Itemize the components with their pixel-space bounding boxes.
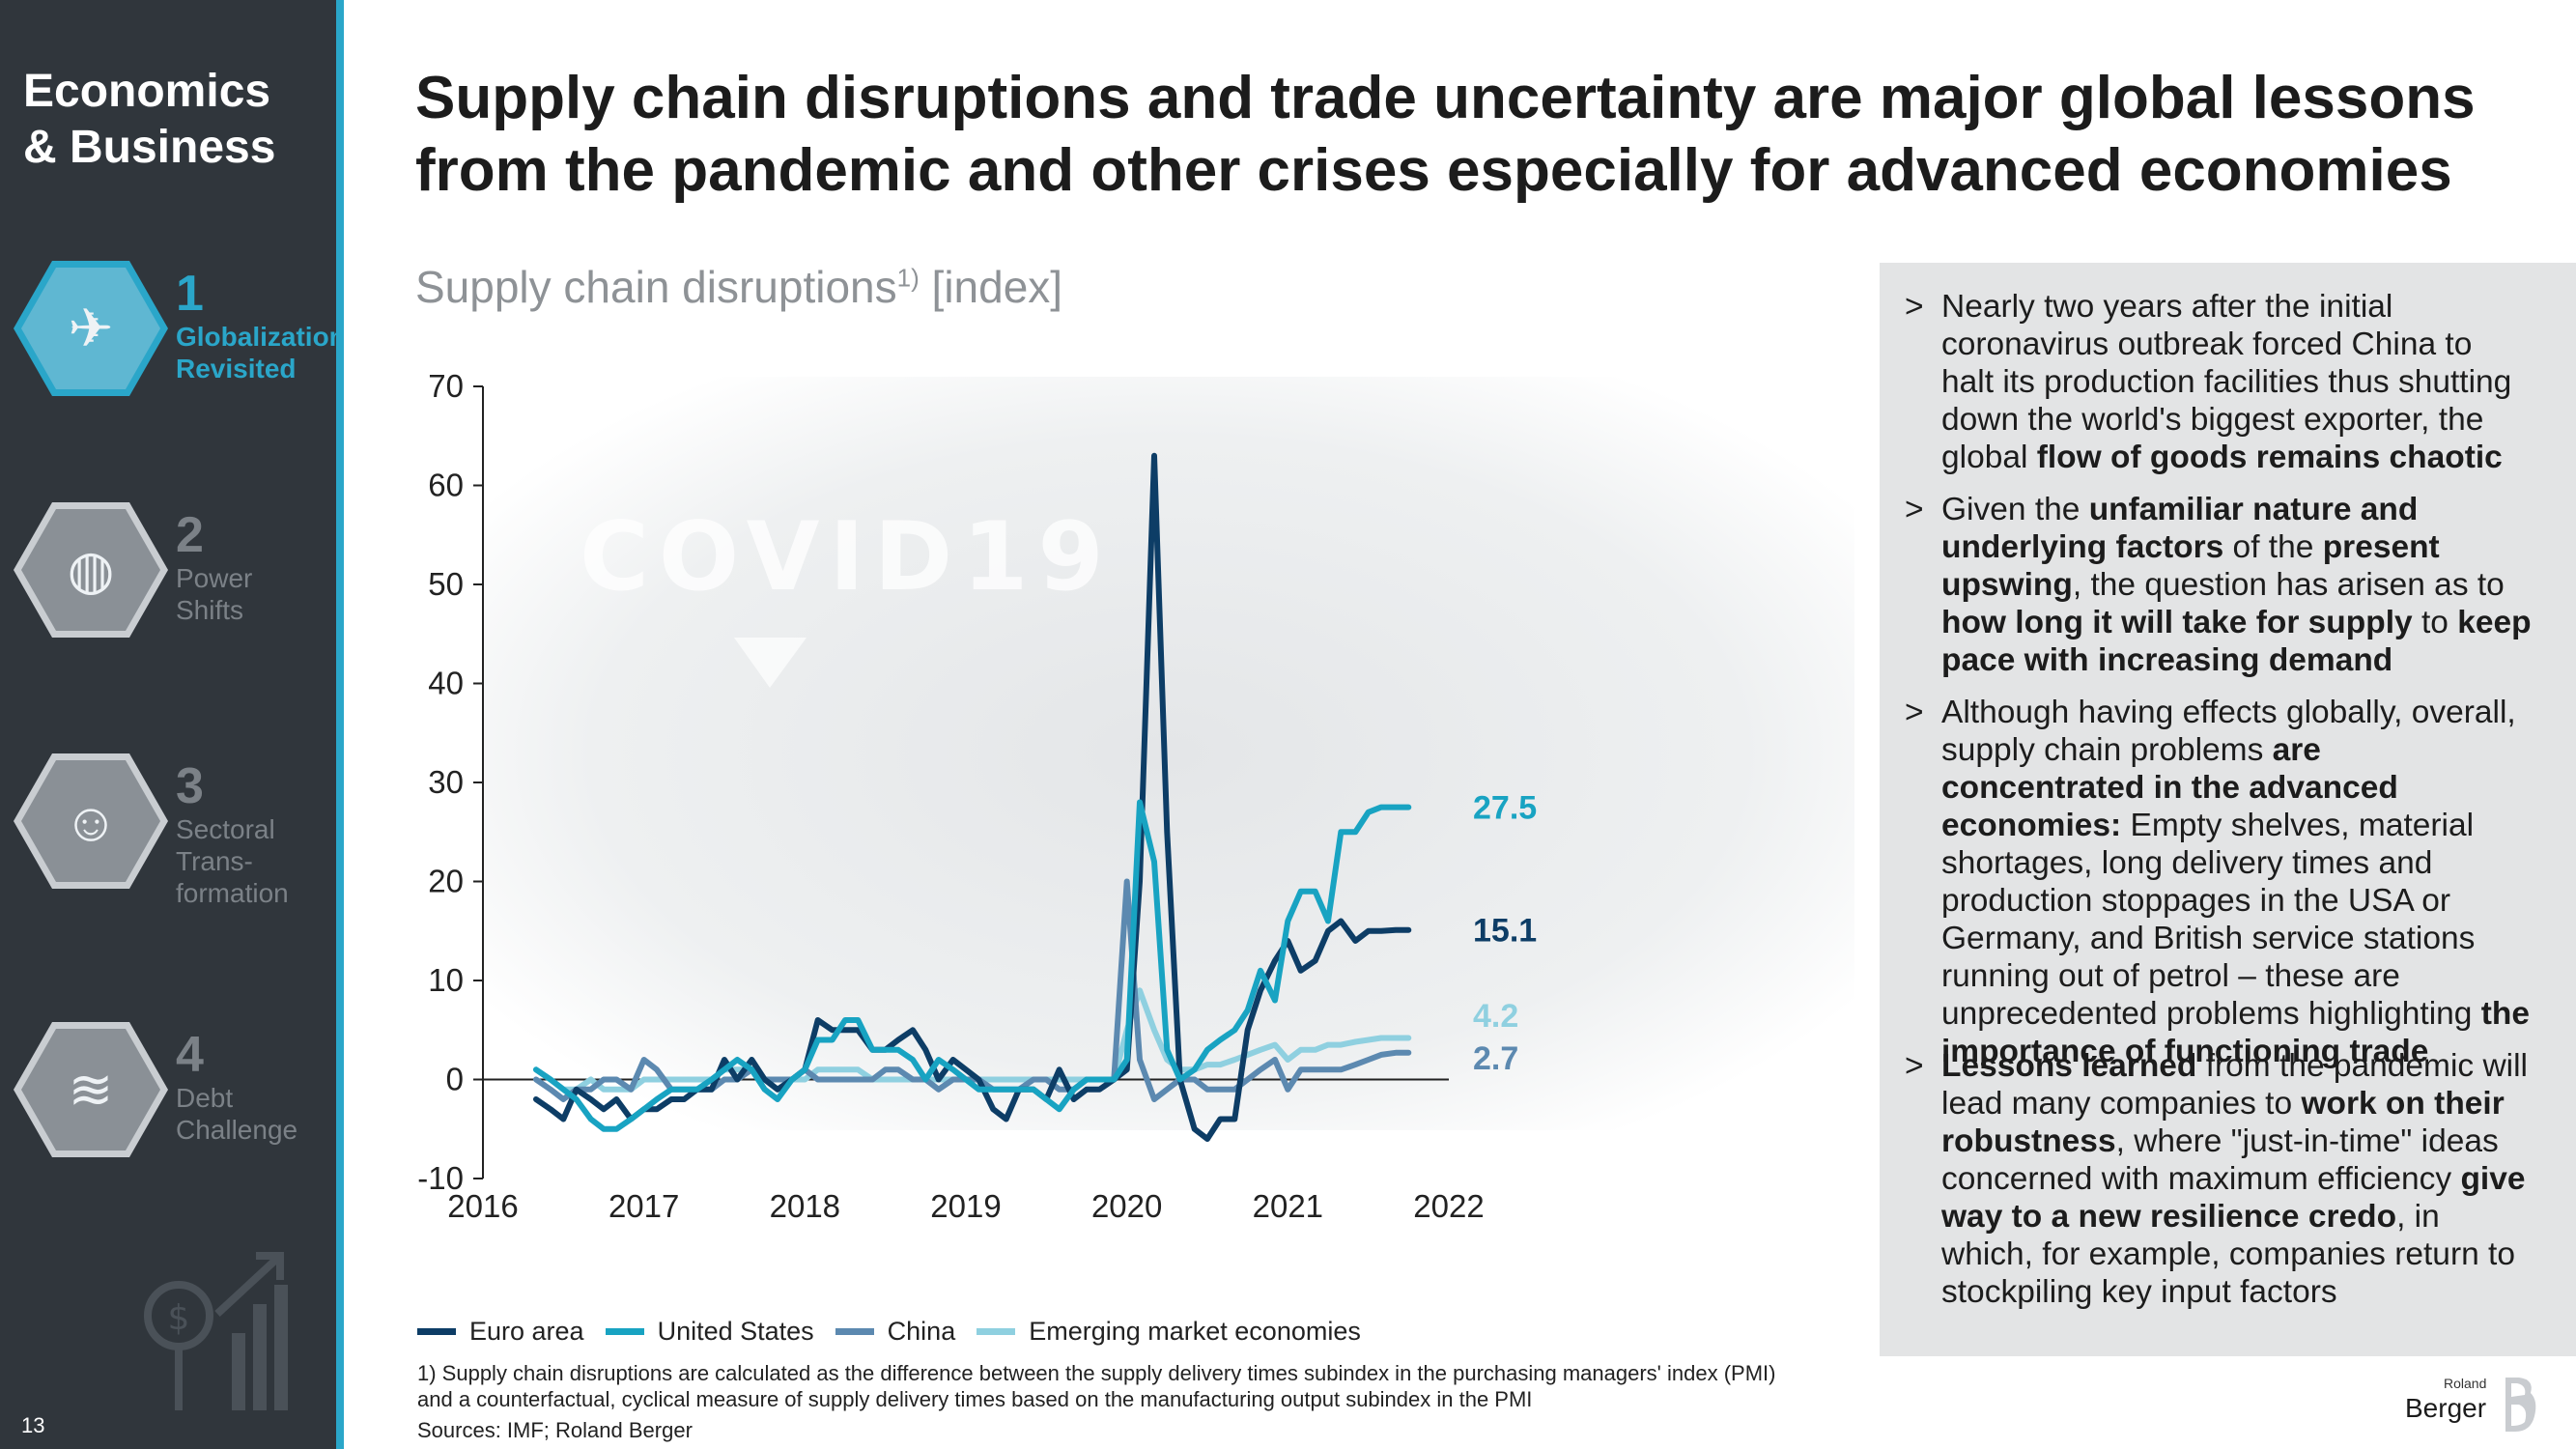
bullet-marker: > (1905, 492, 1924, 527)
end-label-united-states: 27.5 (1473, 790, 1537, 827)
sources: Sources: IMF; Roland Berger (417, 1418, 693, 1442)
legend-item-united-states: United States (605, 1316, 814, 1347)
section-title-line2: & Business (23, 122, 276, 173)
x-tick-label: 2016 (447, 1188, 518, 1224)
sidebar: Economics & Business ✈ 1 Globalization R… (0, 0, 346, 1449)
legend-label: China (887, 1316, 956, 1346)
y-tick-label: 10 (428, 962, 464, 998)
y-tick-label: -10 (417, 1160, 464, 1196)
nav-label: Power Shifts (176, 563, 253, 625)
section-title-line1: Economics (23, 66, 271, 117)
chart-legend: Euro area United States China Emerging m… (417, 1314, 1382, 1349)
legend-label: United States (657, 1316, 814, 1346)
nav-item-globalization[interactable]: ✈ 1 Globalization Revisited (0, 261, 346, 425)
svg-text:$: $ (168, 1298, 190, 1338)
y-tick-label: 70 (428, 368, 464, 404)
chart-footnote: 1) Supply chain disruptions are calculat… (417, 1361, 1776, 1411)
end-label-euro-area: 15.1 (1473, 913, 1537, 950)
nav-item-power-shifts[interactable]: ◍ 2 Power Shifts (0, 502, 336, 667)
logo-b-mark-icon (2505, 1378, 2536, 1432)
series-line-united-states (533, 799, 1412, 1132)
legend-item-euro-area: Euro area (417, 1317, 584, 1347)
y-tick-label: 20 (428, 864, 464, 899)
bullet-4: > Lessons learned from the pandemic will… (1905, 1048, 2528, 1310)
chart-title-text: Supply chain disruptions (415, 262, 897, 312)
bullet-marker: > (1905, 695, 1924, 730)
nav-item-debt-challenge[interactable]: ≋ 4 Debt Challenge (0, 1022, 336, 1186)
y-tick-label: 50 (428, 566, 464, 602)
end-label-china: 2.7 (1473, 1040, 1518, 1077)
coins-icon: ≋ (14, 1022, 168, 1157)
x-tick-label: 2018 (770, 1188, 840, 1224)
nav-item-sectoral-transformation[interactable]: ☺ 3 Sectoral Trans- formation (0, 753, 336, 918)
x-tick-label: 2021 (1253, 1188, 1323, 1224)
legend-label: Euro area (469, 1316, 584, 1346)
nav-number: 4 (176, 1027, 204, 1083)
end-label-emerging-market-economies: 4.2 (1473, 998, 1518, 1035)
x-tick-label: 2017 (609, 1188, 679, 1224)
page-number: 13 (21, 1413, 45, 1437)
nav-label: Sectoral Trans- formation (176, 814, 289, 908)
roland-berger-logo: Roland Berger (2405, 1376, 2550, 1435)
legend-swatch (835, 1327, 874, 1335)
page-title-line2: from the pandemic and other crises espec… (415, 137, 2452, 204)
x-tick-label: 2020 (1091, 1188, 1162, 1224)
x-tick-label: 2022 (1413, 1188, 1484, 1224)
series-line-euro-area (533, 452, 1412, 1142)
legend-item-emerging-markets: Emerging market economies (977, 1317, 1361, 1347)
section-title: Economics & Business (23, 64, 275, 176)
bullet-2: > Given the unfamiliar nature and underl… (1905, 492, 2532, 678)
finance-growth-icon: $ (144, 1252, 288, 1410)
series-lines (533, 452, 1412, 1142)
bullet-marker: > (1905, 289, 1924, 325)
legend-swatch (605, 1327, 644, 1335)
chart-title-unit: [index] (931, 262, 1063, 312)
legend-swatch (417, 1327, 456, 1335)
nav-label: Debt Challenge (176, 1083, 298, 1145)
chart-title: Supply chain disruptions1) [index] (415, 261, 1062, 313)
key-points-panel: > Nearly two years after the initial cor… (1880, 263, 2576, 1356)
chart-title-footnote-mark: 1) (896, 263, 920, 293)
x-tick-label: 2019 (930, 1188, 1001, 1224)
globe-icon: ◍ (14, 502, 168, 638)
nav-label: Globalization Revisited (176, 322, 346, 384)
covid-watermark: COVID19 (580, 502, 1114, 612)
logo-text-main: Berger (2405, 1393, 2487, 1423)
page-title: Supply chain disruptions and trade uncer… (415, 62, 2492, 207)
y-tick-label: 0 (446, 1062, 464, 1097)
chart-background (483, 377, 1854, 1130)
y-tick-label: 30 (428, 764, 464, 800)
nav-number: 3 (176, 758, 204, 814)
page-title-line1: Supply chain disruptions and trade uncer… (415, 65, 2476, 131)
bullet-3: > Although having effects globally, over… (1905, 695, 2530, 1069)
globalization-icon: ✈ (14, 261, 168, 396)
workers-icon: ☺ (14, 753, 168, 889)
end-labels: 15.1 27.5 2.7 4.2 (1473, 790, 1537, 1077)
watermark-arrow-icon (734, 638, 807, 688)
legend-item-china: China (835, 1316, 956, 1347)
logo-text-small: Roland (2444, 1376, 2487, 1391)
y-tick-label: 40 (428, 666, 464, 701)
legend-swatch (977, 1327, 1016, 1335)
chart: COVID19 70 60 50 40 30 20 10 0 -10 2016 2017 2018 2… (417, 368, 1854, 1224)
nav-number: 1 (176, 266, 204, 322)
bullet-marker: > (1905, 1048, 1924, 1084)
bullet-1: > Nearly two years after the initial cor… (1905, 289, 2512, 475)
legend-label: Emerging market economies (1029, 1316, 1361, 1346)
sidebar-accent-stripe (336, 0, 344, 1449)
y-tick-label: 60 (428, 468, 464, 503)
y-axis: 70 60 50 40 30 20 10 0 -10 (417, 368, 484, 1196)
nav-number: 2 (176, 507, 204, 563)
